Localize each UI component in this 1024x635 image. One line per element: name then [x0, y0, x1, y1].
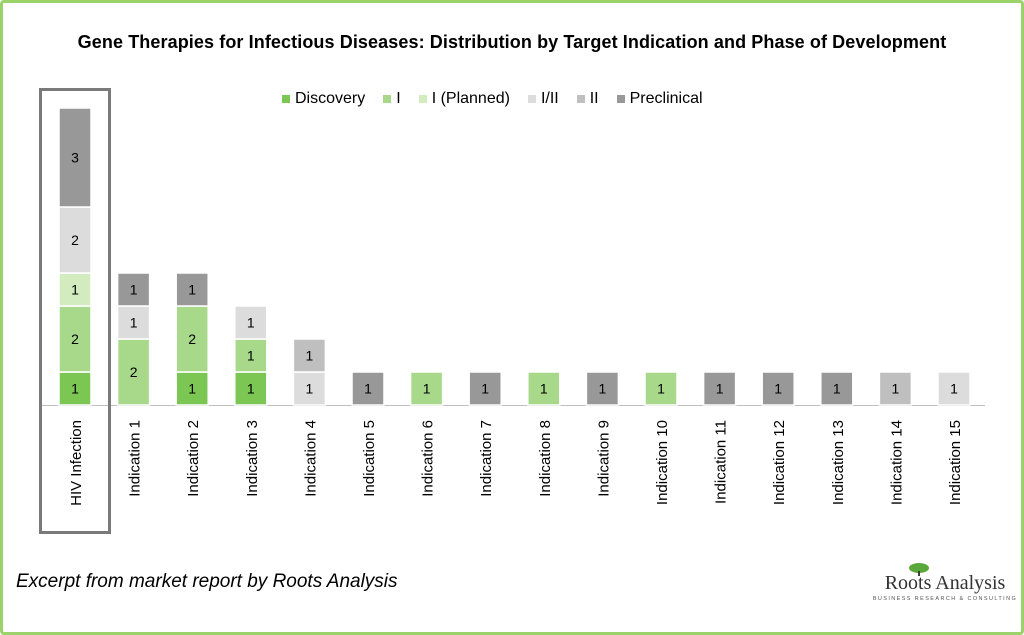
x-tick-label: Indication 9 — [595, 420, 612, 497]
data-label: 3 — [71, 150, 79, 166]
x-tick-label: HIV Infection — [68, 420, 85, 506]
x-tick-label: Indication 4 — [302, 420, 319, 497]
bar-segment — [644, 371, 678, 406]
bar-segment — [116, 272, 151, 307]
legend-label: I/II — [540, 90, 559, 107]
legend-item: I/II — [527, 90, 559, 108]
x-tick-label: Indication 15 — [947, 420, 964, 505]
data-label: 1 — [247, 315, 255, 331]
bar-segment — [468, 371, 502, 406]
bar-segment — [702, 371, 737, 406]
data-label: 1 — [306, 348, 314, 364]
legend-item: I (Planned) — [418, 90, 510, 108]
logo-name: Roots Analysis — [884, 572, 1006, 594]
data-label: 1 — [247, 381, 255, 397]
data-label: 1 — [364, 381, 372, 397]
data-label: 2 — [130, 364, 138, 380]
x-tick-label: Indication 1 — [127, 420, 144, 497]
legend-label: Discovery — [295, 90, 366, 107]
bar-segment — [878, 371, 913, 406]
data-label: 1 — [130, 315, 138, 331]
legend-label: Preclinical — [629, 90, 703, 107]
bar-segment — [820, 371, 854, 406]
legend-swatch — [418, 95, 427, 103]
legend-item: I — [383, 90, 401, 108]
tree-icon — [909, 563, 929, 576]
x-tick-label: Indication 10 — [654, 420, 671, 505]
data-label: 1 — [892, 381, 900, 397]
x-tick-label: Indication 8 — [537, 420, 554, 497]
legend-item: II — [576, 90, 599, 108]
data-label: 1 — [481, 381, 489, 397]
data-label: 1 — [306, 381, 314, 397]
bar-segment — [58, 107, 92, 208]
legend-item: Discovery — [282, 90, 365, 108]
data-label: 1 — [833, 381, 841, 397]
legend-label: I — [396, 90, 401, 107]
legend-swatch — [616, 95, 625, 103]
x-tick-label: Indication 5 — [361, 420, 378, 497]
bar-segment — [409, 371, 444, 406]
data-label: 1 — [188, 381, 196, 397]
chart-title: Gene Therapies for Infectious Diseases: … — [77, 32, 947, 52]
legend-swatch — [383, 95, 392, 103]
data-label: 2 — [188, 331, 196, 347]
data-label: 1 — [71, 381, 79, 397]
data-label: 2 — [71, 331, 79, 347]
legend-swatch — [576, 95, 585, 103]
chart-legend: Discovery I I (Planned) I/II II Preclinical — [282, 89, 721, 109]
x-tick-label: Indication 6 — [420, 420, 437, 497]
data-label: 1 — [423, 381, 431, 397]
bar-segment — [58, 206, 92, 274]
legend-swatch — [282, 95, 290, 103]
data-label: 1 — [774, 381, 782, 397]
bar-segment — [234, 305, 268, 340]
bar-segment — [175, 305, 209, 373]
data-label: 1 — [716, 381, 724, 397]
bar-segment — [175, 272, 209, 307]
x-tick-label: Indication 2 — [185, 420, 202, 497]
x-tick-label: Indication 7 — [478, 420, 495, 497]
data-label: 1 — [599, 381, 607, 397]
legend-label: I (Planned) — [431, 90, 510, 107]
bar-segment — [351, 371, 385, 406]
bar-segment — [761, 371, 795, 406]
x-tick-label: Indication 11 — [713, 420, 730, 504]
bar-segment — [585, 371, 620, 406]
data-label: 2 — [71, 232, 79, 248]
data-label: 1 — [188, 282, 196, 298]
legend-swatch — [527, 95, 536, 103]
data-label: 1 — [130, 282, 138, 298]
x-tick-label: Indication 13 — [830, 420, 847, 505]
bar-segment — [937, 371, 971, 406]
data-label: 1 — [540, 381, 548, 397]
data-label: 1 — [950, 381, 958, 397]
hiv-highlight-box — [39, 88, 111, 534]
data-label: 1 — [71, 282, 79, 298]
bar-segment — [527, 371, 561, 406]
logo-tagline: BUSINESS RESEARCH & CONSULTING — [872, 596, 1018, 602]
x-tick-label: Indication 14 — [888, 420, 905, 505]
bar-segment — [292, 338, 327, 373]
data-label: 1 — [657, 381, 665, 397]
data-label: 1 — [247, 348, 255, 364]
x-tick-label: Indication 3 — [244, 420, 261, 497]
roots-analysis-logo: Roots Analysis BUSINESS RESEARCH & CONSU… — [872, 562, 1018, 606]
footer-note: Excerpt from market report by Roots Anal… — [16, 571, 398, 592]
bar-segment — [234, 338, 268, 373]
legend-label: II — [589, 90, 599, 107]
legend-item: Preclinical — [616, 90, 703, 108]
x-tick-label: Indication 12 — [771, 420, 788, 505]
